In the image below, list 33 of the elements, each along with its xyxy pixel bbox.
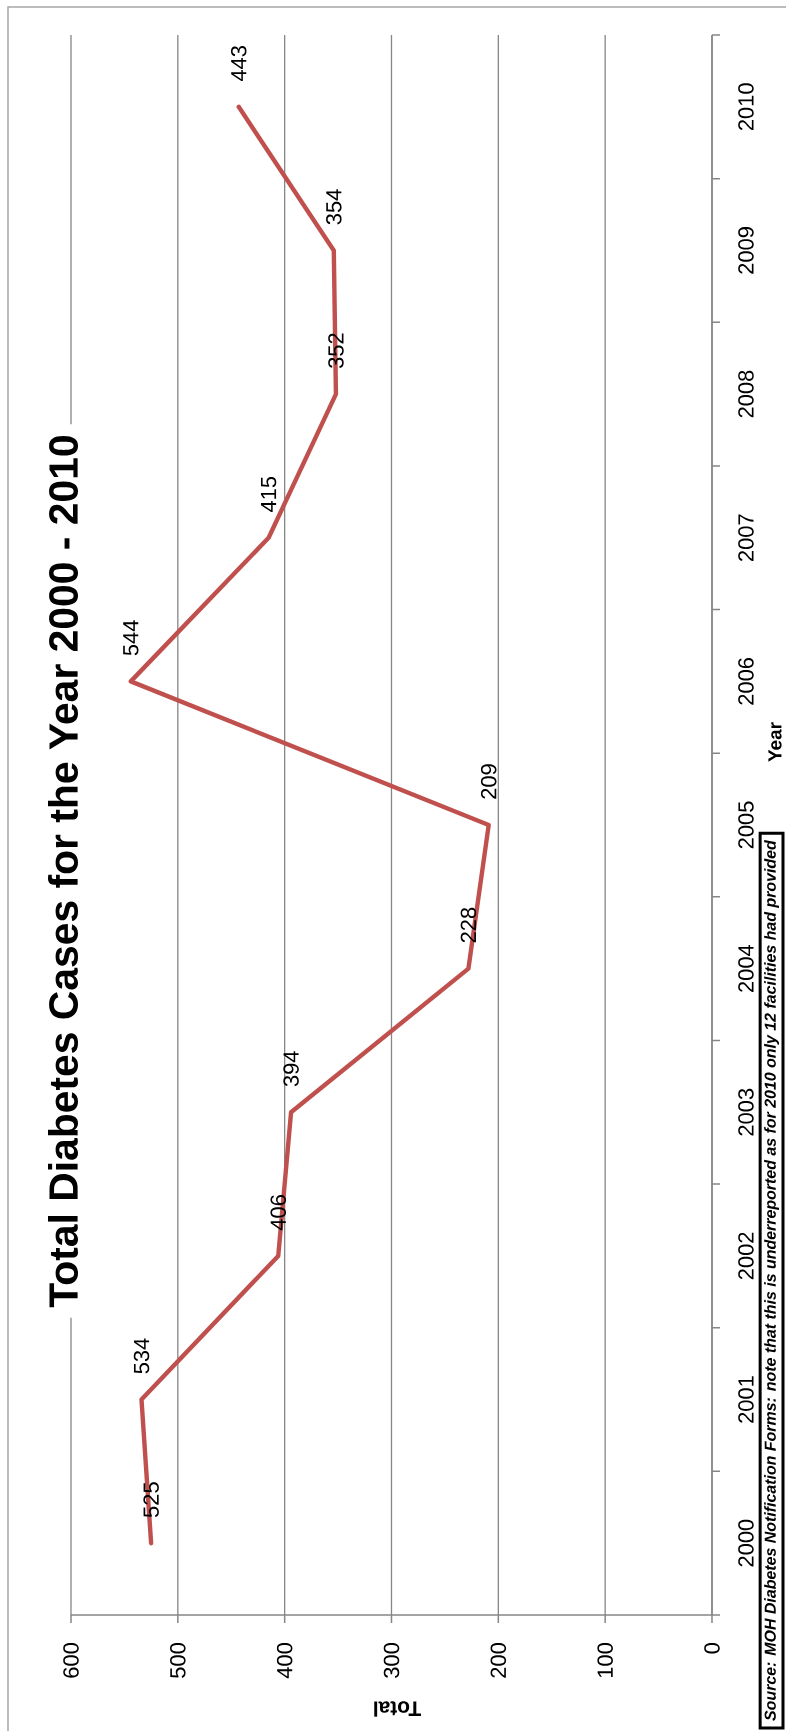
data-label: 415 xyxy=(260,476,277,513)
y-tick-label: 2005 xyxy=(738,801,754,849)
y-axis-title: Year xyxy=(768,722,782,762)
data-label: 228 xyxy=(460,907,477,943)
y-tick-label: 2004 xyxy=(738,944,754,992)
x-tick-label: 200 xyxy=(490,1643,507,1678)
source-note: Source: MOH Diabetes Notification Forms: note that this is underreported as for 2010 only 12 facilities had provided xyxy=(764,840,780,1721)
y-tick-label: 2006 xyxy=(738,657,754,705)
data-label: 443 xyxy=(230,46,247,82)
x-tick-label: 600 xyxy=(63,1643,79,1678)
y-tick-label: 2002 xyxy=(738,1232,754,1280)
y-tick-label: 2001 xyxy=(738,1376,754,1423)
y-tick-label: 2009 xyxy=(738,227,754,274)
x-tick-label: 500 xyxy=(170,1643,186,1678)
data-label: 394 xyxy=(283,1051,299,1087)
data-label: 525 xyxy=(143,1482,159,1518)
data-label: 534 xyxy=(133,1338,150,1374)
data-label: 406 xyxy=(270,1195,287,1231)
x-tick-label: 300 xyxy=(383,1643,400,1678)
y-tick-label: 2000 xyxy=(738,1519,754,1567)
x-tick-label: 400 xyxy=(276,1643,293,1679)
y-tick-label: 2007 xyxy=(738,514,754,561)
y-tick-label: 2008 xyxy=(738,370,754,418)
data-label: 544 xyxy=(123,620,139,656)
x-axis-title: Total xyxy=(374,1701,421,1717)
data-label: 354 xyxy=(326,189,342,225)
x-tick-label: 0 xyxy=(704,1643,720,1654)
y-tick-label: 2010 xyxy=(738,83,754,131)
data-label: 352 xyxy=(328,333,344,369)
y-tick-label: 2003 xyxy=(738,1088,754,1136)
data-label: 209 xyxy=(480,764,497,799)
x-tick-label: 100 xyxy=(597,1643,613,1678)
text: Total Diabetes Cases for the Year 2000 - 2010 xyxy=(48,436,79,1308)
